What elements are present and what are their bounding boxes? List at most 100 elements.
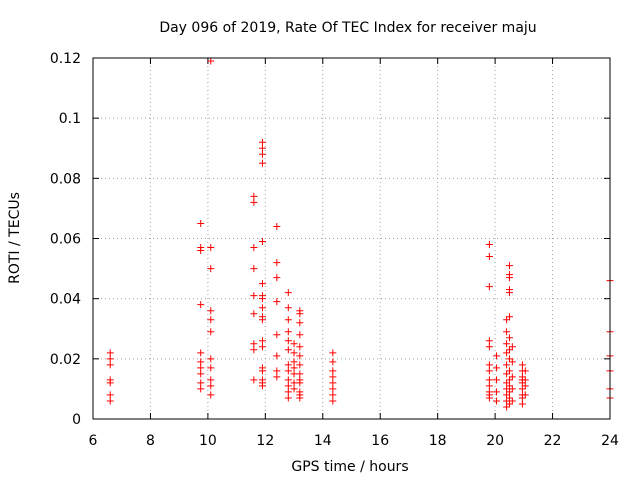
- data-point: [521, 382, 529, 390]
- data-point: [258, 343, 266, 351]
- data-point: [503, 403, 511, 411]
- data-point: [258, 382, 266, 390]
- data-point: [505, 388, 513, 396]
- data-point: [329, 391, 337, 399]
- data-point: [284, 346, 292, 354]
- data-point: [284, 361, 292, 369]
- y-tick-label: 0.08: [50, 171, 81, 187]
- data-point: [273, 373, 281, 381]
- data-point: [197, 358, 205, 366]
- data-point: [197, 349, 205, 357]
- data-point: [503, 328, 511, 336]
- data-point: [250, 198, 258, 206]
- data-point: [273, 259, 281, 267]
- data-point: [197, 247, 205, 255]
- data-point: [485, 253, 493, 261]
- data-point: [273, 274, 281, 282]
- data-point: [508, 373, 516, 381]
- data-point: [250, 244, 258, 252]
- data-point: [485, 394, 493, 402]
- data-point: [197, 219, 205, 227]
- x-axis-label: GPS time / hours: [291, 459, 408, 475]
- data-point: [250, 292, 258, 300]
- data-point: [207, 244, 215, 252]
- data-point: [250, 265, 258, 273]
- grid-lines: [93, 58, 610, 419]
- data-point: [290, 349, 298, 357]
- plot-frame: [92, 57, 611, 420]
- data-point: [273, 367, 281, 375]
- data-point: [273, 222, 281, 230]
- data-point: [207, 364, 215, 372]
- data-point: [329, 349, 337, 357]
- data-point: [250, 346, 258, 354]
- data-point: [284, 382, 292, 390]
- data-point: [258, 316, 266, 324]
- data-point: [493, 388, 501, 396]
- data-point: [503, 370, 511, 378]
- data-point: [508, 385, 516, 393]
- data-point: [258, 295, 266, 303]
- data-point: [493, 376, 501, 384]
- data-point: [493, 364, 501, 372]
- data-point: [106, 379, 114, 387]
- data-point: [258, 280, 266, 288]
- data-point: [505, 313, 513, 321]
- data-point: [505, 334, 513, 342]
- data-point: [485, 241, 493, 249]
- data-point: [207, 57, 215, 65]
- x-tick-label: 8: [146, 433, 155, 449]
- data-point: [503, 379, 511, 387]
- data-point: [290, 340, 298, 348]
- data-point: [493, 397, 501, 405]
- data-point: [503, 349, 511, 357]
- x-tick-label: 22: [544, 433, 562, 449]
- data-point: [250, 376, 258, 384]
- data-point: [197, 364, 205, 372]
- data-point: [197, 379, 205, 387]
- data-point: [197, 385, 205, 393]
- data-point: [207, 265, 215, 273]
- data-point: [505, 382, 513, 390]
- data-point: [296, 310, 304, 318]
- data-point: [329, 379, 337, 387]
- data-point: [296, 370, 304, 378]
- data-point: [329, 373, 337, 381]
- axis-ticks: [92, 57, 611, 420]
- y-tick-label: 0.04: [50, 292, 81, 308]
- data-point: [106, 397, 114, 405]
- data-point: [505, 376, 513, 384]
- data-point: [296, 319, 304, 327]
- data-point: [296, 379, 304, 387]
- data-point: [284, 376, 292, 384]
- data-point: [518, 385, 526, 393]
- data-point: [258, 159, 266, 167]
- data-point: [258, 150, 266, 158]
- data-point: [329, 385, 337, 393]
- data-point: [197, 301, 205, 309]
- data-point: [505, 394, 513, 402]
- data-point: [505, 262, 513, 270]
- data-point: [505, 367, 513, 375]
- data-point: [329, 397, 337, 405]
- data-point: [485, 283, 493, 291]
- data-point: [197, 370, 205, 378]
- x-tick-label: 18: [429, 433, 447, 449]
- x-tick-label: 16: [371, 433, 389, 449]
- data-point: [296, 361, 304, 369]
- data-point: [284, 316, 292, 324]
- data-point: [485, 376, 493, 384]
- data-point: [505, 289, 513, 297]
- data-point: [207, 316, 215, 324]
- data-point: [258, 138, 266, 146]
- data-point: [503, 316, 511, 324]
- y-tick-label: 0.12: [50, 51, 81, 67]
- data-point: [518, 361, 526, 369]
- data-point: [273, 298, 281, 306]
- x-tick-label: 24: [601, 433, 619, 449]
- data-point: [505, 346, 513, 354]
- y-tick-label: 0.1: [59, 111, 81, 127]
- data-point: [485, 382, 493, 390]
- data-point: [290, 364, 298, 372]
